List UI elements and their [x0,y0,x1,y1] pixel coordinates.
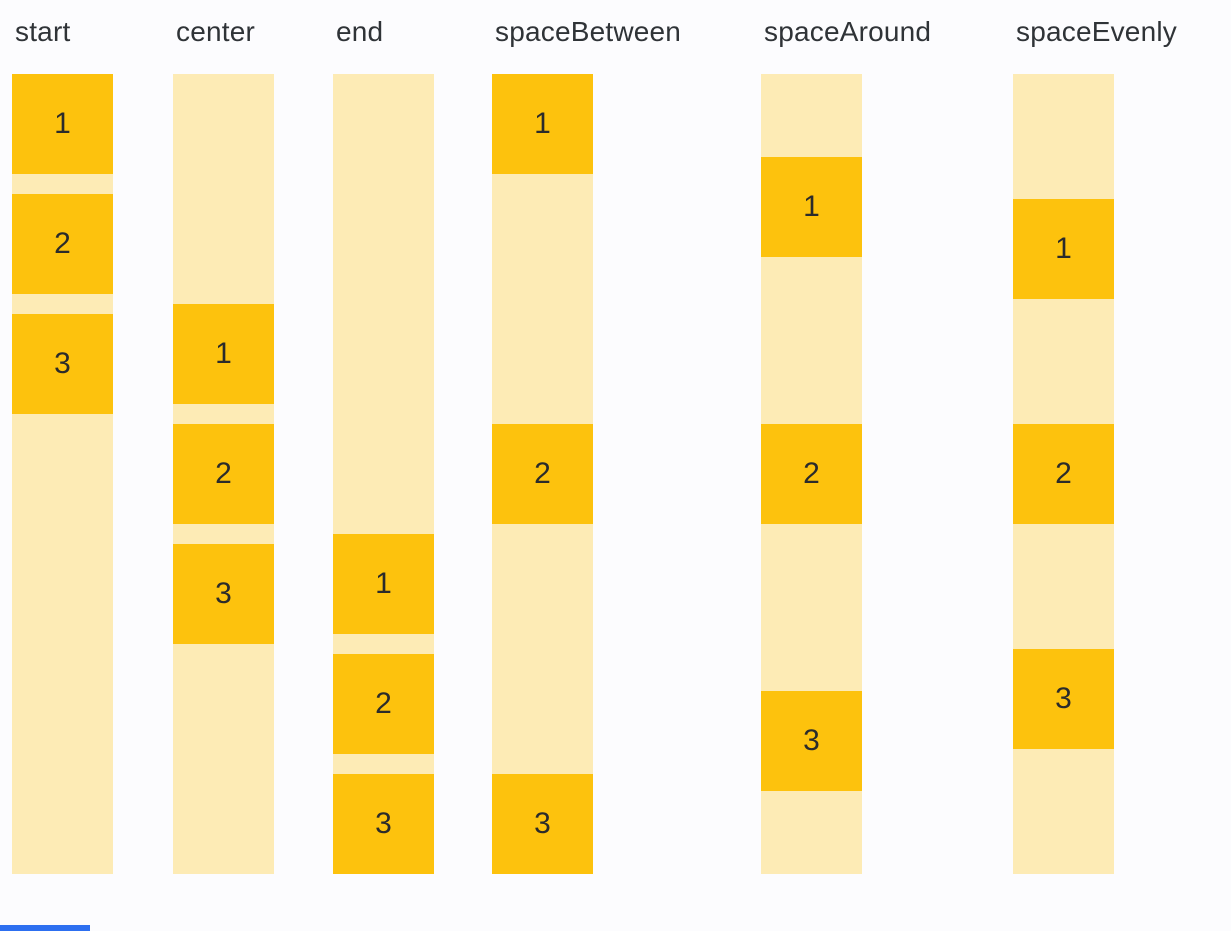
alignment-track-end: 1 2 3 [333,74,434,874]
flex-item-box: 3 [492,774,593,874]
bottom-accent-bar [0,925,90,931]
alignment-track-space-evenly: 1 2 3 [1013,74,1114,874]
flex-item-box: 2 [12,194,113,294]
column-heading: spaceEvenly [1016,16,1177,47]
flex-item-box: 2 [173,424,274,524]
flex-item-box: 2 [492,424,593,524]
flex-item-box: 3 [12,314,113,414]
alignment-demo-space-evenly: spaceEvenly 1 2 3 [1013,14,1177,874]
flex-item-box: 2 [333,654,434,754]
alignment-demo-center: center 1 2 3 [173,14,274,874]
flex-item-box: 3 [173,544,274,644]
flex-item-box: 1 [12,74,113,174]
flex-item-box: 3 [333,774,434,874]
flex-item-box: 1 [761,157,862,258]
alignment-demo-start: start 1 2 3 [12,14,113,874]
flex-item-box: 1 [333,534,434,634]
alignment-track-space-around: 1 2 3 [761,74,862,874]
flex-item-box: 1 [492,74,593,174]
column-heading: spaceBetween [495,16,682,47]
alignment-demo-space-between: spaceBetween 1 2 3 [492,14,681,874]
flex-item-box: 1 [173,304,274,404]
column-heading: end [336,16,384,47]
flex-item-box: 1 [1013,199,1114,299]
column-heading: start [15,16,71,47]
alignment-track-space-between: 1 2 3 [492,74,593,874]
column-heading: center [176,16,256,47]
flex-item-box: 2 [1013,424,1114,524]
flex-item-box: 2 [761,423,862,524]
flex-item-box: 3 [761,690,862,791]
alignment-track-center: 1 2 3 [173,74,274,874]
column-heading: spaceAround [764,16,932,47]
alignment-track-start: 1 2 3 [12,74,113,874]
alignment-demo-space-around: spaceAround 1 2 3 [761,14,931,874]
flex-item-box: 3 [1013,649,1114,749]
alignment-demo-end: end 1 2 3 [333,14,434,874]
